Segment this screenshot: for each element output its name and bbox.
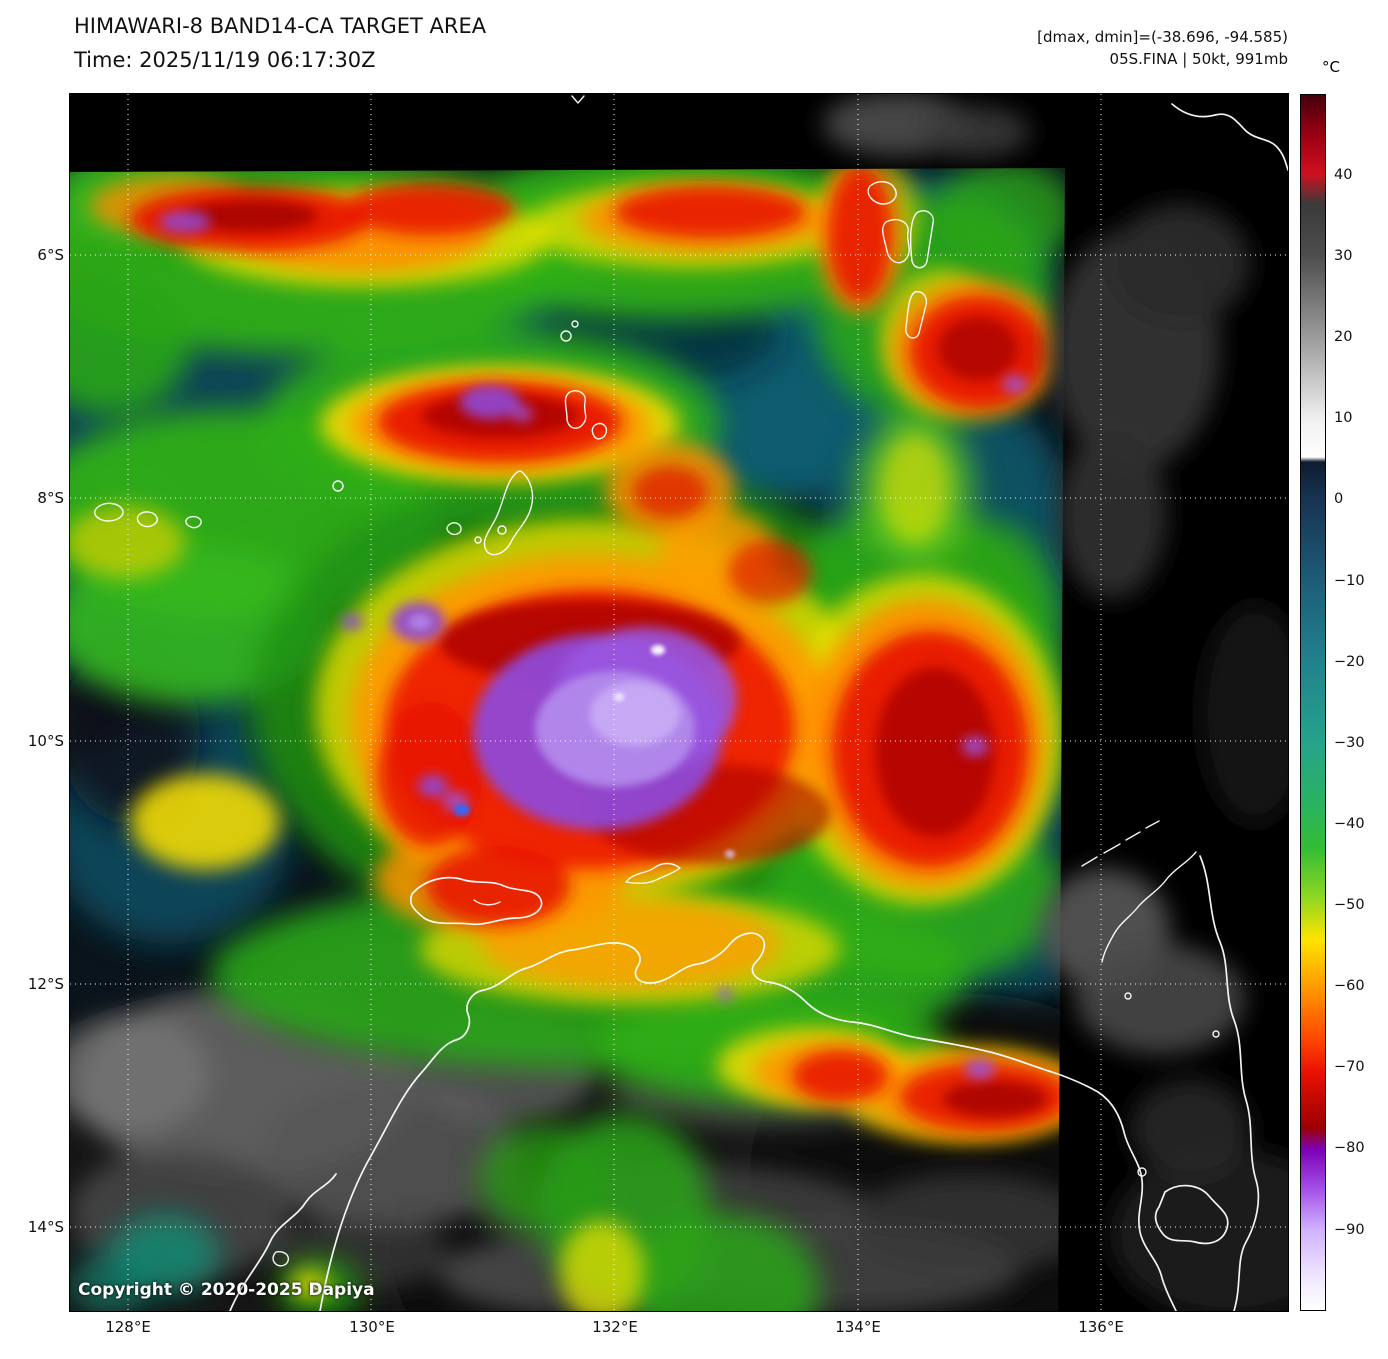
coastline-layer <box>94 95 1288 1311</box>
lat-tick-label: 10°S <box>27 732 64 750</box>
lon-tick-label: 134°E <box>835 1318 881 1336</box>
colorbar-tick-label: 20 <box>1334 329 1353 345</box>
colorbar-tick-label: −70 <box>1334 1059 1365 1075</box>
satellite-map-plot <box>69 93 1289 1312</box>
colorbar-tick-label: −30 <box>1334 735 1365 751</box>
cloud-field <box>70 168 1065 1311</box>
page-title: HIMAWARI-8 BAND14-CA TARGET AREA <box>74 14 487 38</box>
lat-tick-label: 14°S <box>27 1218 64 1236</box>
lat-tick-label: 8°S <box>37 489 64 507</box>
gridline-layer <box>70 94 1288 1311</box>
colorbar-tick-label: 30 <box>1334 248 1353 264</box>
copyright-text: Copyright © 2020-2025 Dapiya <box>78 1280 375 1300</box>
colorbar-gradient <box>1300 94 1326 1311</box>
outside-swath-clouds <box>823 94 1288 1311</box>
colorbar-unit-label: °C <box>1322 58 1340 76</box>
colorbar-tick-label: 0 <box>1334 491 1344 507</box>
lon-tick-label: 130°E <box>349 1318 395 1336</box>
colorbar-tick-label: −40 <box>1334 816 1365 832</box>
lon-tick-label: 132°E <box>592 1318 638 1336</box>
lat-tick-label: 6°S <box>37 246 64 264</box>
lat-tick-label: 12°S <box>27 975 64 993</box>
annotation-dmax-dmin: [dmax, dmin]=(-38.696, -94.585) <box>1037 28 1288 46</box>
colorbar-tick-label: −90 <box>1334 1222 1365 1238</box>
colorbar-tick-label: −20 <box>1334 654 1365 670</box>
colorbar-tick-label: −60 <box>1334 978 1365 994</box>
annotation-storm-info: 05S.FINA | 50kt, 991mb <box>1109 50 1288 68</box>
satellite-imagery <box>70 94 1288 1311</box>
colorbar-tick-label: 10 <box>1334 410 1353 426</box>
colorbar-tick-label: 40 <box>1334 167 1353 183</box>
colorbar-tick-label: −50 <box>1334 897 1365 913</box>
timestamp: Time: 2025/11/19 06:17:30Z <box>74 48 376 72</box>
colorbar-tick-label: −10 <box>1334 573 1365 589</box>
lon-tick-label: 128°E <box>105 1318 151 1336</box>
colorbar-tick-label: −80 <box>1334 1140 1365 1156</box>
lon-tick-label: 136°E <box>1078 1318 1124 1336</box>
